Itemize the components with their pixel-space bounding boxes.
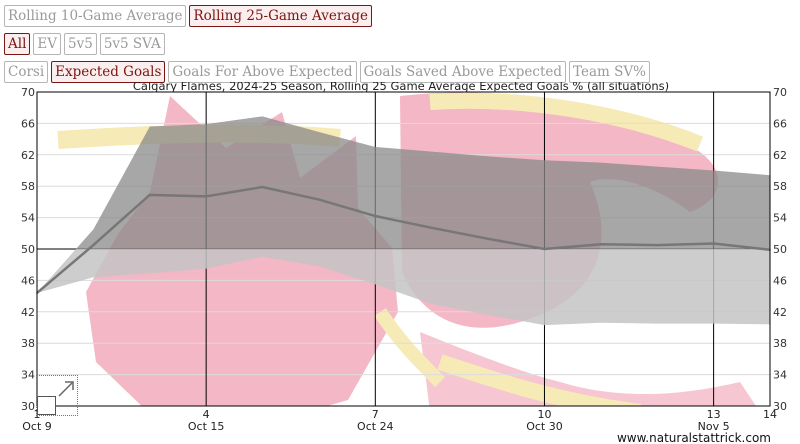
data-point <box>261 186 264 188</box>
y-tick-label-right: 30 <box>773 400 787 413</box>
data-point <box>487 237 489 240</box>
y-tick-label-left: 62 <box>21 149 35 162</box>
data-point <box>92 244 95 246</box>
y-tick-label-right: 50 <box>773 243 787 256</box>
y-tick-label-right: 46 <box>773 274 787 287</box>
situation-button-5v5[interactable]: 5v5 <box>64 33 97 55</box>
data-point <box>430 227 433 229</box>
metric-button-expected-goals[interactable]: Expected Goals <box>51 61 166 83</box>
data-point <box>656 244 659 246</box>
situation-button-5v5-sva[interactable]: 5v5 SVA <box>99 33 165 55</box>
y-tick-label-left: 70 <box>21 86 35 99</box>
data-point <box>543 248 546 250</box>
window-button-rolling-25-game-average[interactable]: Rolling 25-Game Average <box>189 5 372 27</box>
x-date-label: Oct 24 <box>357 420 394 433</box>
x-tick-label: 10 <box>537 408 551 421</box>
x-tick-label: 13 <box>707 408 721 421</box>
x-tick-label: 7 <box>372 408 379 421</box>
y-tick-label-left: 66 <box>21 117 35 130</box>
y-tick-label-right: 58 <box>773 180 787 193</box>
y-tick-label-left: 54 <box>21 212 35 225</box>
situation-selector: All EV 5v5 5v5 SVA <box>4 33 165 55</box>
metric-button-corsi[interactable]: Corsi <box>4 61 49 83</box>
plot-frame <box>36 91 771 407</box>
x-date-label: Oct 15 <box>188 420 225 433</box>
x-tick-label: 14 <box>763 408 777 421</box>
band-above-50 <box>75 116 770 249</box>
x-tick-label: 4 <box>203 408 210 421</box>
y-tick-label-right: 66 <box>773 117 787 130</box>
y-tick-label-left: 58 <box>21 180 35 193</box>
x-date-label: Oct 30 <box>526 420 563 433</box>
window-button-rolling-10-game-average[interactable]: Rolling 10-Game Average <box>4 5 187 27</box>
y-tick-label-left: 30 <box>21 400 35 413</box>
expand-arrow-icon <box>58 381 74 397</box>
zoom-square-icon <box>37 396 56 415</box>
data-point <box>712 242 715 245</box>
y-tick-label-left: 50 <box>21 243 35 256</box>
x-date-label: Nov 5 <box>698 420 730 433</box>
y-tick-label-left: 38 <box>21 337 35 350</box>
y-tick-label-left: 46 <box>21 274 35 287</box>
metric-selector: Corsi Expected Goals Goals For Above Expec… <box>4 61 650 83</box>
y-tick-label-right: 62 <box>773 149 787 162</box>
y-tick-label-right: 70 <box>773 86 787 99</box>
y-tick-label-right: 34 <box>773 369 787 382</box>
data-point <box>148 194 151 196</box>
data-point <box>205 195 207 198</box>
rolling-average-line <box>36 185 771 294</box>
data-point <box>600 243 602 246</box>
metric-button-goals-saved-above-expected[interactable]: Goals Saved Above Expected <box>359 61 567 83</box>
y-tick-label-left: 42 <box>21 306 35 319</box>
chart: 30 30 34 34 38 38 42 42 46 46 50 50 54 54 58 58 62 62 66 66… <box>21 82 787 444</box>
y-tick-label-left: 34 <box>21 369 35 382</box>
chart-title: Calgary Flames, 2024-25 Season, Rolling … <box>133 82 669 93</box>
y-tick-label-right: 54 <box>773 212 787 225</box>
metric-button-team-sv-[interactable]: Team SV% <box>569 61 650 83</box>
situation-button-all[interactable]: All <box>4 33 31 55</box>
situation-button-ev[interactable]: EV <box>33 33 61 55</box>
data-point <box>318 198 320 201</box>
y-tick-label-right: 38 <box>773 337 787 350</box>
source-watermark: www.naturalstattrick.com <box>617 431 771 444</box>
zoom-toggle-button[interactable] <box>36 375 78 416</box>
data-point <box>374 215 377 217</box>
window-selector: Rolling 10-Game Average Rolling 25-Game A… <box>4 5 372 27</box>
x-date-label: Oct 9 <box>22 420 52 433</box>
range-band <box>37 116 770 326</box>
band-below-50 <box>37 249 770 326</box>
y-tick-label-right: 42 <box>773 306 787 319</box>
metric-button-goals-for-above-expected[interactable]: Goals For Above Expected <box>168 61 357 83</box>
